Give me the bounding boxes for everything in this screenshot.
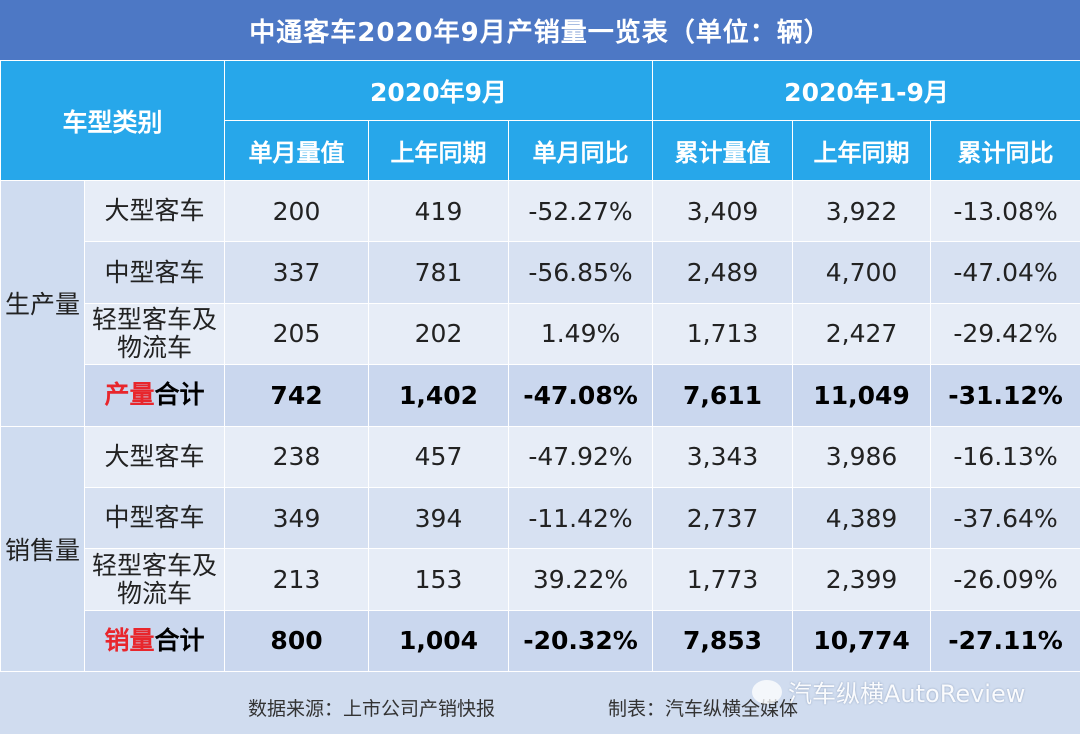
value-cell: -52.27% [508,179,654,243]
group-label: 生产量 [0,180,85,427]
value-cell: -47.04% [930,241,1080,304]
value-cell: -56.85% [508,241,654,304]
table-title: 中通客车2020年9月产销量一览表（单位：辆） [0,0,1080,60]
vehicle-type: 产量合计 [83,364,226,427]
total-row: 销量合计 800 1,004 -20.32% 7,853 10,774 -27.11% [1,609,1080,673]
col-header: 累计同比 [930,120,1080,181]
table-row: 中型客车 337 781 -56.85% 2,489 4,700 -47.04% [1,241,1080,304]
table-row: 轻型客车及物流车 213 153 39.22% 1,773 2,399 -26.09% [1,548,1080,611]
value-cell: 781 [368,241,510,304]
value-cell: -31.12% [930,364,1080,427]
value-cell: -29.42% [930,302,1080,366]
col-header: 累计量值 [652,120,794,181]
category-header: 车型类别 [0,60,226,181]
value-cell: 4,700 [792,241,932,304]
value-cell: 2,427 [792,302,932,366]
footer: 数据来源：上市公司产销快报 制表：汽车纵横全媒体 [0,672,1080,734]
value-cell: 153 [368,548,510,611]
value-cell: 39.22% [508,548,654,611]
cumulative-header: 2020年1-9月 [652,60,1080,121]
value-cell: 394 [368,486,510,550]
value-cell: 10,774 [792,609,932,673]
value-cell: 3,922 [792,179,932,243]
value-cell: -37.64% [930,486,1080,550]
table-row: 轻型客车及物流车 205 202 1.49% 1,713 2,427 -29.42% [1,302,1080,366]
vehicle-type: 中型客车 [83,241,226,304]
value-cell: 2,737 [652,486,794,550]
value-cell: 4,389 [792,486,932,550]
value-cell: 742 [224,364,370,427]
value-cell: 7,853 [652,609,794,673]
col-header: 单月量值 [224,120,370,181]
value-cell: 213 [224,548,370,611]
vehicle-type: 销量合计 [83,609,226,673]
total-label-highlight: 产量 [104,380,155,410]
value-cell: 200 [224,179,370,243]
vehicle-type: 中型客车 [83,486,226,550]
value-cell: 457 [368,425,510,488]
value-cell: -47.92% [508,425,654,488]
source-note: 数据来源：上市公司产销快报 [248,698,496,720]
table-row: 中型客车 349 394 -11.42% 2,737 4,389 -37.64% [1,486,1080,550]
value-cell: 1,713 [652,302,794,366]
value-cell: -47.08% [508,364,654,427]
value-cell: 3,409 [652,179,794,243]
col-header: 上年同期 [792,120,932,181]
vehicle-type: 轻型客车及物流车 [83,548,226,611]
value-cell: 202 [368,302,510,366]
value-cell: 1,402 [368,364,510,427]
value-cell: 205 [224,302,370,366]
wechat-icon [752,679,782,704]
vehicle-type: 轻型客车及物流车 [83,302,226,366]
total-label-highlight: 销量 [104,625,155,655]
total-row: 产量合计 742 1,402 -47.08% 7,611 11,049 -31.12% [1,364,1080,427]
value-cell: -11.42% [508,486,654,550]
value-cell: -16.13% [930,425,1080,488]
value-cell: 1,004 [368,609,510,673]
total-label: 合计 [154,380,205,410]
value-cell: -26.09% [930,548,1080,611]
maker-note: 制表：汽车纵横全媒体 [608,698,799,720]
total-label: 合计 [154,625,205,655]
watermark-text: 汽车纵横AutoReview [788,680,1026,708]
value-cell: 238 [224,425,370,488]
value-cell: 419 [368,179,510,243]
value-cell: 11,049 [792,364,932,427]
vehicle-type: 大型客车 [83,179,226,243]
value-cell: -20.32% [508,609,654,673]
value-cell: 1,773 [652,548,794,611]
table-row: 销售量 大型客车 238 457 -47.92% 3,343 3,986 -16.13% [0,425,1080,673]
watermark: 汽车纵横AutoReview [752,674,1025,709]
col-header: 单月同比 [508,120,654,181]
value-cell: 337 [224,241,370,304]
value-cell: 2,399 [792,548,932,611]
value-cell: -13.08% [930,179,1080,243]
value-cell: 2,489 [652,241,794,304]
vehicle-type: 大型客车 [83,425,226,488]
value-cell: 800 [224,609,370,673]
value-cell: 3,343 [652,425,794,488]
value-cell: -27.11% [930,609,1080,673]
value-cell: 349 [224,486,370,550]
month-header: 2020年9月 [224,60,654,121]
value-cell: 7,611 [652,364,794,427]
data-table: 车型类别 2020年9月 2020年1-9月 单月量值 上年同期 单月同比 累计… [0,60,1080,673]
value-cell: 3,986 [792,425,932,488]
table-row: 生产量 大型客车 200 419 -52.27% 3,409 3,922 -13.08% [0,179,1080,427]
value-cell: 1.49% [508,302,654,366]
col-header: 上年同期 [368,120,510,181]
group-label: 销售量 [0,425,85,673]
